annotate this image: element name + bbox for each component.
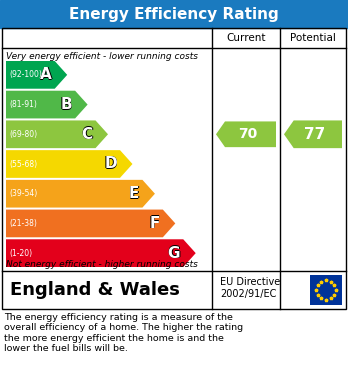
Text: The energy efficiency rating is a measure of the
overall efficiency of a home. T: The energy efficiency rating is a measur… [4, 313, 243, 353]
Text: F: F [149, 216, 159, 231]
Bar [0, 0, 348, 28]
Text: E: E [129, 187, 140, 202]
Text: G: G [168, 246, 180, 261]
Text: (92-100): (92-100) [9, 70, 42, 79]
Polygon shape [6, 120, 108, 148]
Polygon shape [6, 239, 196, 267]
Bar [310, 275, 342, 305]
Text: F: F [150, 216, 160, 231]
Text: A: A [40, 67, 52, 83]
Text: A: A [40, 67, 52, 82]
Text: A: A [40, 68, 52, 83]
Text: B: B [61, 97, 72, 111]
Text: F: F [150, 216, 160, 231]
Text: G: G [168, 245, 180, 260]
Polygon shape [6, 210, 175, 237]
Text: C: C [81, 127, 92, 142]
Text: EU Directive
2002/91/EC: EU Directive 2002/91/EC [220, 277, 280, 299]
Text: (39-54): (39-54) [9, 189, 37, 198]
Text: Energy Efficiency Rating: Energy Efficiency Rating [69, 7, 279, 22]
Text: F: F [150, 215, 160, 230]
Text: 70: 70 [238, 127, 257, 141]
Polygon shape [6, 180, 155, 208]
Text: E: E [129, 186, 140, 201]
Text: (81-91): (81-91) [9, 100, 37, 109]
Text: D: D [104, 156, 117, 172]
Bar [2, 28, 346, 309]
Text: A: A [40, 67, 52, 83]
Text: C: C [82, 127, 93, 142]
Text: D: D [105, 156, 118, 172]
Text: E: E [129, 186, 140, 201]
Text: (69-80): (69-80) [9, 130, 37, 139]
Text: 77: 77 [304, 127, 325, 142]
Text: (55-68): (55-68) [9, 160, 37, 169]
Text: B: B [61, 97, 73, 112]
Text: Very energy efficient - lower running costs: Very energy efficient - lower running co… [6, 52, 198, 61]
Text: (1-20): (1-20) [9, 249, 32, 258]
Polygon shape [216, 122, 276, 147]
Text: E: E [129, 186, 140, 201]
Text: D: D [104, 156, 117, 172]
Text: D: D [104, 156, 117, 171]
Text: B: B [60, 97, 72, 112]
Text: D: D [104, 157, 117, 172]
Text: C: C [81, 126, 93, 141]
Text: G: G [167, 246, 180, 261]
Text: G: G [168, 246, 181, 261]
Polygon shape [6, 150, 133, 178]
Text: B: B [61, 97, 72, 112]
Text: England & Wales: England & Wales [10, 281, 180, 299]
Text: A: A [39, 67, 51, 83]
Text: G: G [168, 246, 180, 261]
Polygon shape [6, 61, 67, 89]
Text: C: C [81, 127, 93, 142]
Text: B: B [61, 98, 72, 113]
Text: F: F [150, 217, 160, 231]
Text: Potential: Potential [290, 33, 336, 43]
Text: E: E [128, 186, 139, 201]
Text: (21-38): (21-38) [9, 219, 37, 228]
Text: Not energy efficient - higher running costs: Not energy efficient - higher running co… [6, 260, 198, 269]
Text: Current: Current [226, 33, 266, 43]
Text: C: C [81, 127, 93, 142]
Polygon shape [284, 120, 342, 148]
Polygon shape [6, 91, 88, 118]
